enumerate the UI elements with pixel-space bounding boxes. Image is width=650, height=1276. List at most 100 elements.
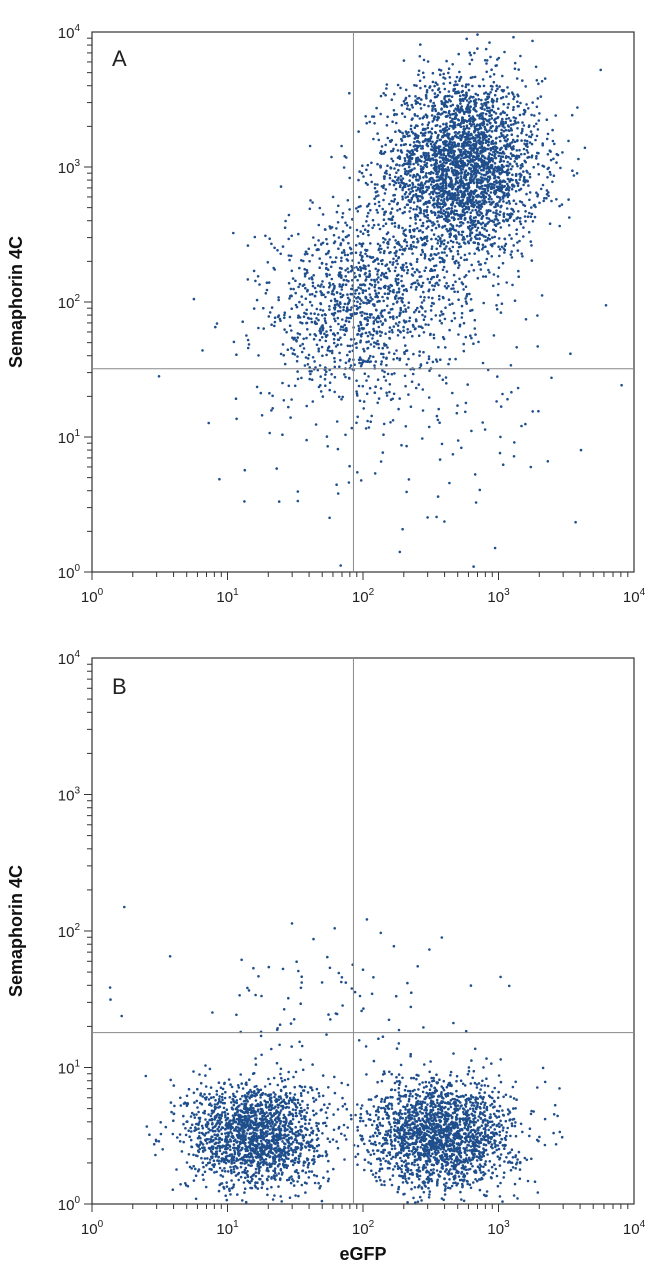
scatter-point [430,247,434,251]
scatter-point [460,105,464,108]
scatter-point [317,349,321,353]
scatter-point [364,331,368,335]
scatter-point [505,201,509,205]
scatter-point [475,127,479,131]
scatter-point [307,353,311,357]
scatter-point [369,296,373,299]
scatter-point [301,342,305,346]
scatter-point [451,453,455,456]
scatter-point [439,211,443,215]
scatter-point [405,320,408,323]
scatter-point [476,195,479,199]
scatter-point [341,318,344,321]
scatter-point [415,194,419,198]
scatter-point [453,317,457,320]
scatter-point [463,203,466,206]
scatter-point [328,381,332,385]
scatter-point [398,357,402,361]
scatter-point [302,347,306,350]
scatter-point [376,401,380,405]
scatter-point [425,237,428,240]
scatter-point [511,165,514,168]
scatter-point [379,251,382,254]
scatter-point [452,311,456,315]
scatter-point [402,59,406,62]
scatter-point [398,397,402,400]
scatter-point [418,55,422,58]
scatter-point [364,271,367,275]
scatter-point [410,130,414,133]
scatter-point [444,214,448,218]
scatter-point [494,142,498,145]
scatter-point [312,274,316,277]
scatter-point [489,84,493,88]
scatter-point [476,147,479,151]
scatter-point [366,316,370,319]
scatter-point [438,421,441,425]
scatter-point [491,160,495,163]
scatter-point [440,185,444,188]
scatter-point [378,244,382,247]
scatter-point [443,317,447,321]
scatter-point [331,282,335,286]
scatter-point [409,216,412,220]
scatter-point [458,70,461,74]
scatter-point [499,122,503,126]
scatter-point [451,257,455,261]
scatter-point [332,293,336,296]
scatter-point [377,223,380,226]
scatter-point [500,180,504,184]
scatter-point [433,284,437,288]
scatter-point [360,171,364,175]
scatter-point [530,259,534,262]
scatter-point [361,291,365,295]
scatter-point [421,326,424,330]
scatter-point [357,261,361,265]
scatter-point [435,414,439,418]
scatter-point [372,320,376,323]
scatter-point [522,177,526,181]
scatter-point [450,179,453,183]
scatter-point [435,191,438,195]
scatter-point [499,226,503,229]
scatter-point [259,391,263,395]
scatter-point [403,167,407,171]
scatter-point [261,1180,264,1184]
scatter-point [338,365,341,369]
scatter-point [410,380,414,384]
scatter-point [434,141,438,144]
scatter-point [443,180,447,183]
scatter-point [492,73,496,76]
scatter-point [412,145,416,148]
scatter-point [357,286,360,289]
scatter-point [483,428,487,431]
scatter-point [384,143,388,147]
scatter-point [518,239,521,243]
scatter-point [381,451,385,454]
scatter-point [363,349,366,353]
scatter-point [498,213,501,217]
scatter-point [324,366,327,369]
scatter-point [302,315,306,319]
scatter-point [429,267,433,271]
scatter-point [281,245,285,248]
scatter-point [384,238,387,241]
scatter-point [394,297,397,301]
scatter-point [499,139,502,143]
scatter-point [326,445,330,448]
scatter-point [283,316,286,320]
scatter-point [498,151,502,155]
scatter-point [435,159,439,162]
scatter-point [422,290,425,294]
x-tick-label: 102 [352,587,375,606]
scatter-point [426,516,429,519]
scatter-point [364,181,368,185]
scatter-point [420,237,424,241]
scatter-point [291,1108,295,1111]
scatter-point [466,202,469,205]
scatter-point [385,357,388,360]
scatter-point [385,87,388,90]
scatter-point [447,90,451,93]
scatter-point [545,137,549,141]
scatter-point [204,1074,207,1077]
